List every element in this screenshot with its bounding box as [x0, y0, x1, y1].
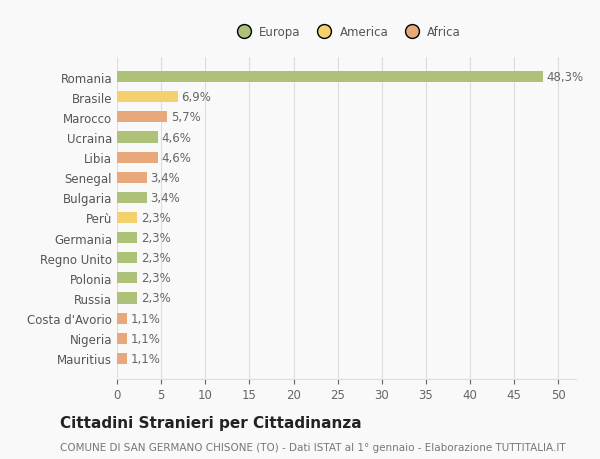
Bar: [117, 293, 137, 304]
Text: 3,4%: 3,4%: [151, 191, 180, 204]
Text: 2,3%: 2,3%: [141, 232, 170, 245]
Text: 48,3%: 48,3%: [547, 71, 584, 84]
Text: 1,1%: 1,1%: [130, 332, 160, 345]
Text: 6,9%: 6,9%: [181, 91, 211, 104]
Text: 2,3%: 2,3%: [141, 292, 170, 305]
Bar: [117, 252, 137, 264]
Text: 2,3%: 2,3%: [141, 252, 170, 265]
Text: COMUNE DI SAN GERMANO CHISONE (TO) - Dati ISTAT al 1° gennaio - Elaborazione TUT: COMUNE DI SAN GERMANO CHISONE (TO) - Dat…: [60, 442, 566, 452]
Bar: [117, 112, 167, 123]
Bar: [117, 233, 137, 244]
Bar: [117, 172, 147, 184]
Bar: [117, 192, 147, 203]
Bar: [117, 132, 158, 143]
Bar: [117, 213, 137, 224]
Text: 1,1%: 1,1%: [130, 352, 160, 365]
Legend: Europa, America, Africa: Europa, America, Africa: [227, 22, 466, 44]
Bar: [117, 152, 158, 163]
Text: 4,6%: 4,6%: [161, 131, 191, 144]
Bar: [117, 313, 127, 324]
Text: 2,3%: 2,3%: [141, 272, 170, 285]
Text: 2,3%: 2,3%: [141, 212, 170, 224]
Bar: [117, 333, 127, 344]
Bar: [117, 273, 137, 284]
Text: 5,7%: 5,7%: [171, 111, 200, 124]
Text: 3,4%: 3,4%: [151, 171, 180, 185]
Text: 4,6%: 4,6%: [161, 151, 191, 164]
Bar: [117, 72, 544, 83]
Text: Cittadini Stranieri per Cittadinanza: Cittadini Stranieri per Cittadinanza: [60, 415, 362, 431]
Bar: [117, 92, 178, 103]
Text: 1,1%: 1,1%: [130, 312, 160, 325]
Bar: [117, 353, 127, 364]
